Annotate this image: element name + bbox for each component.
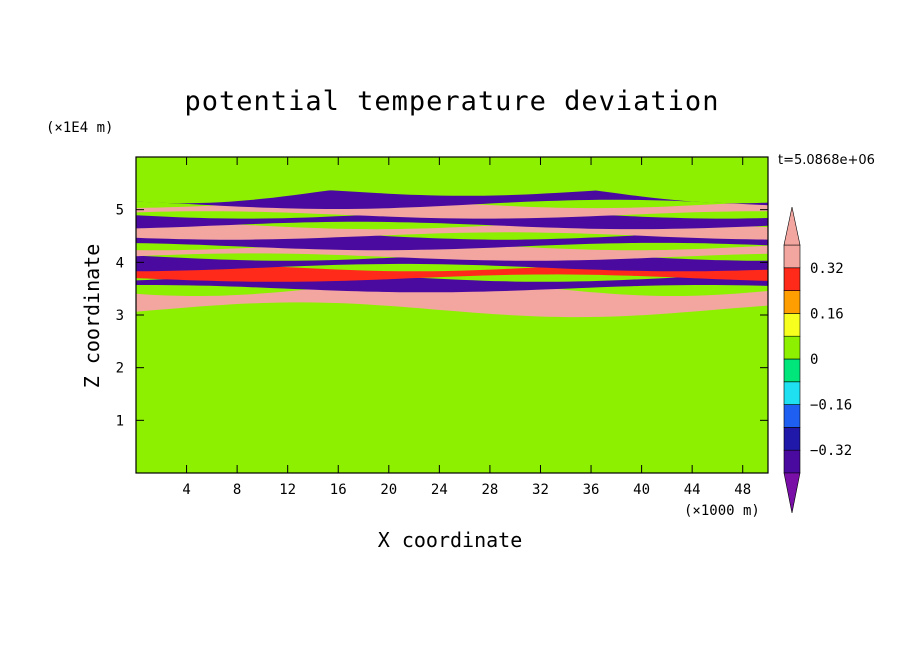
contour-band bbox=[136, 382, 768, 421]
colorbar-under-arrow bbox=[783, 472, 801, 514]
colorbar-segment bbox=[783, 358, 801, 383]
contour-field bbox=[136, 157, 768, 473]
x-tick-label: 20 bbox=[380, 482, 397, 498]
x-axis-label: X coordinate bbox=[377, 528, 523, 552]
y-axis-ticks: 1 2 3 4 5 bbox=[116, 203, 768, 429]
colorbar-segment bbox=[783, 313, 801, 337]
x-tick-label: 16 bbox=[330, 482, 347, 498]
colorbar-label: −0.16 bbox=[810, 398, 852, 414]
x-tick-label: 28 bbox=[481, 482, 498, 498]
x-tick-label: 24 bbox=[431, 482, 448, 498]
colorbar-segment bbox=[783, 335, 801, 360]
colorbar-segment bbox=[783, 244, 801, 269]
y-tick-label: 5 bbox=[116, 203, 124, 219]
x-tick-label: 32 bbox=[532, 482, 549, 498]
x-tick-label: 4 bbox=[182, 482, 190, 498]
x-tick-label: 48 bbox=[734, 482, 751, 498]
colorbar-segment bbox=[783, 427, 801, 451]
colorbar-segment bbox=[783, 449, 801, 474]
y-tick-label: 3 bbox=[116, 308, 124, 324]
colorbar-label: 0.32 bbox=[810, 261, 844, 277]
y-tick-label: 2 bbox=[116, 361, 124, 377]
x-tick-label: 8 bbox=[233, 482, 241, 498]
x-tick-label: 44 bbox=[684, 482, 701, 498]
colorbar: 0.32 0.16 0 −0.16 −0.32 bbox=[783, 206, 852, 514]
colorbar-segment bbox=[783, 267, 801, 291]
contour-band bbox=[136, 281, 768, 318]
x-tick-label: 12 bbox=[279, 482, 296, 498]
x-axis-ticks: 4 8 12 16 20 24 28 32 36 40 44 48 bbox=[182, 157, 751, 498]
colorbar-segment bbox=[783, 381, 801, 405]
colorbar-segment bbox=[783, 290, 801, 314]
colorbar-segment bbox=[783, 404, 801, 428]
colorbar-label: 0.16 bbox=[810, 306, 844, 322]
y-axis-unit: (×1E4 m) bbox=[46, 120, 114, 136]
chart-title: potential temperature deviation bbox=[184, 86, 720, 117]
contour-band bbox=[136, 157, 768, 204]
colorbar-label: 0 bbox=[810, 352, 818, 368]
y-tick-label: 4 bbox=[116, 255, 124, 271]
colorbar-over-arrow bbox=[783, 206, 801, 246]
x-tick-label: 36 bbox=[583, 482, 600, 498]
x-axis-unit: (×1000 m) bbox=[684, 503, 760, 519]
time-label: t=5.0868e+06 bbox=[778, 153, 875, 168]
contour-band bbox=[136, 211, 768, 230]
y-tick-label: 1 bbox=[116, 413, 124, 429]
x-tick-label: 40 bbox=[633, 482, 650, 498]
colorbar-label: −0.32 bbox=[810, 443, 852, 459]
